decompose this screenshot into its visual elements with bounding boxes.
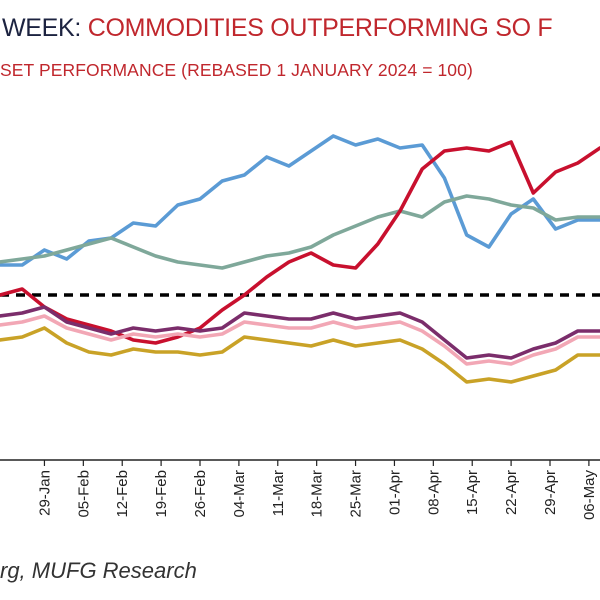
chart-title-main: COMMODITIES OUTPERFORMING SO F bbox=[87, 14, 553, 42]
x-tick-label: 18-Mar bbox=[309, 470, 326, 518]
chart-title-lead: WEEK: bbox=[2, 14, 88, 42]
x-tick-label: 05-Feb bbox=[75, 470, 92, 518]
x-tick-label: 01-Apr bbox=[386, 470, 403, 515]
x-tick-label: 12-Feb bbox=[114, 470, 131, 518]
series-line-1 bbox=[0, 134, 600, 267]
x-tick-label: 08-Apr bbox=[425, 470, 442, 515]
x-tick-label: 11-Mar bbox=[270, 470, 287, 516]
series-line-4 bbox=[0, 305, 600, 360]
source-note: rg, MUFG Research bbox=[0, 558, 197, 583]
x-tick-label: 19-Feb bbox=[153, 470, 170, 518]
series-line-5 bbox=[0, 314, 600, 366]
x-tick-label: 22-Apr bbox=[503, 470, 520, 515]
x-tick-label: 26-Feb bbox=[192, 470, 209, 518]
plot-series bbox=[0, 134, 600, 384]
x-tick-label: 29-Apr bbox=[542, 470, 559, 515]
series-line-6 bbox=[0, 326, 600, 384]
x-tick-label: 15-Apr bbox=[464, 470, 481, 515]
x-tick-label: 29-Jan bbox=[36, 470, 53, 516]
x-tick-label: 06-May bbox=[581, 470, 598, 521]
chart-subtitle: SET PERFORMANCE (REBASED 1 JANUARY 2024 … bbox=[0, 60, 473, 80]
series-line-3 bbox=[0, 140, 600, 345]
x-tick-label: 04-Mar bbox=[231, 470, 248, 518]
x-ticks bbox=[43, 460, 590, 466]
series-line-2 bbox=[0, 194, 600, 270]
x-tick-labels: 29-Jan 05-Feb 12-Feb 19-Feb 26-Feb 04-Mar 11-M… bbox=[36, 470, 598, 521]
x-tick-label: 25-Mar bbox=[348, 470, 365, 518]
chart-title: WEEK: COMMODITIES OUTPERFORMING SO F bbox=[2, 14, 553, 43]
